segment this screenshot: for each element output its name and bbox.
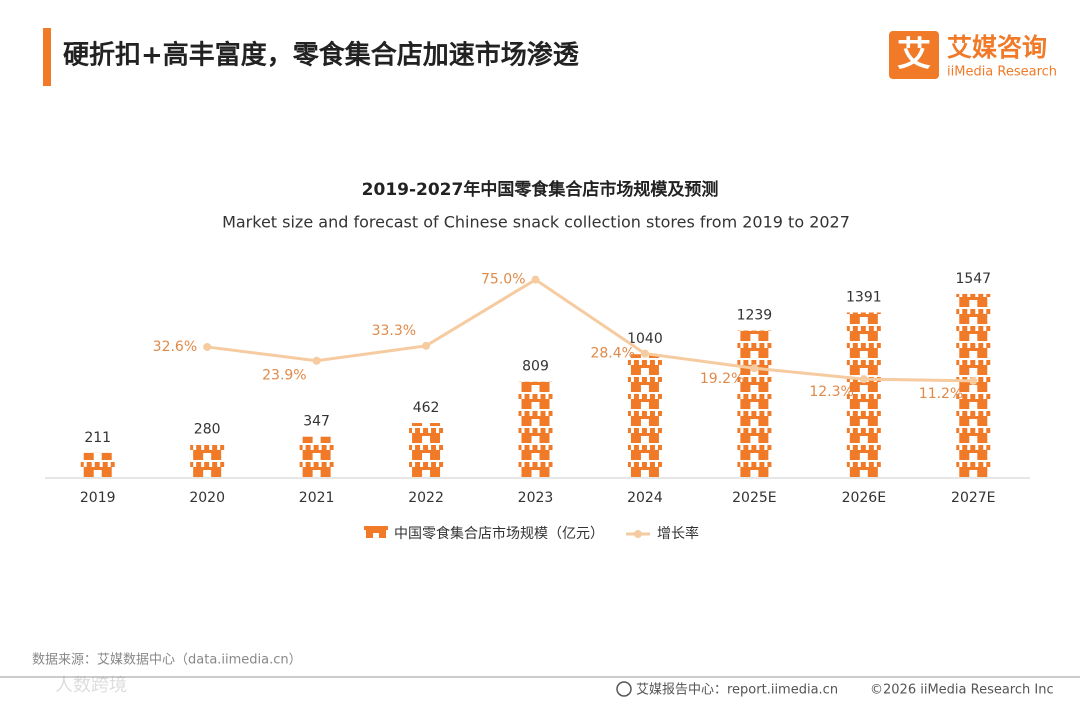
- source: 数据来源：艾媒数据中心（data.iimedia.cn）: [32, 653, 302, 668]
- point: [859, 375, 868, 384]
- value-label: 1391: [846, 289, 882, 305]
- footer-icon: [616, 681, 632, 697]
- value-label: 75.0%: [481, 272, 525, 288]
- legend-swatch: [364, 526, 388, 538]
- logo-box: [889, 31, 939, 79]
- logo-en: iiMedia Research: [947, 65, 1057, 80]
- value-label: 809: [522, 359, 549, 375]
- value-label: 23.9%: [262, 368, 306, 384]
- point: [969, 376, 978, 385]
- bar: [299, 436, 334, 478]
- x-tick-label: 2020: [189, 490, 225, 506]
- bar: [80, 452, 115, 478]
- value-label: 211: [84, 430, 111, 446]
- value-label: 1239: [737, 308, 773, 324]
- x-tick-label: 2026E: [842, 490, 886, 506]
- legend-label: 增长率: [657, 525, 699, 542]
- value-label: 11.2%: [919, 386, 963, 402]
- point: [531, 275, 540, 284]
- x-tick-label: 2023: [518, 490, 554, 506]
- x-tick-label: 2027E: [951, 490, 995, 506]
- value-label: 347: [303, 414, 330, 430]
- point: [312, 356, 321, 365]
- legend-swatch: [634, 530, 642, 538]
- watermark: 人数跨境: [55, 675, 127, 696]
- x-tick-label: 2019: [80, 490, 116, 506]
- title-accent: [43, 28, 51, 86]
- value-label: 462: [413, 400, 440, 416]
- x-tick-label: 2022: [408, 490, 444, 506]
- value-label: 32.6%: [153, 339, 197, 355]
- bar: [956, 293, 991, 478]
- value-label: 12.3%: [809, 384, 853, 400]
- chart-title: 2019-2027年中国零食集合店市场规模及预测: [362, 179, 719, 200]
- x-tick-label: 2025E: [732, 490, 776, 506]
- legend-label: 中国零食集合店市场规模（亿元）: [394, 525, 604, 542]
- point: [640, 349, 649, 358]
- value-label: 1040: [627, 331, 663, 347]
- value-label: 280: [194, 422, 221, 438]
- page-title: 硬折扣+高丰富度，零食集合店加速市场渗透: [63, 40, 580, 71]
- point: [422, 341, 431, 350]
- report-center: 艾媒报告中心：report.iimedia.cn: [636, 683, 838, 698]
- point: [203, 342, 212, 351]
- value-label: 33.3%: [372, 323, 416, 339]
- chart-subtitle: Market size and forecast of Chinese snac…: [222, 213, 850, 232]
- bar: [409, 423, 444, 478]
- logo-cn: 艾媒咨询: [947, 33, 1047, 62]
- logo-mark: 艾: [897, 35, 931, 75]
- value-label: 28.4%: [590, 346, 634, 362]
- bar: [518, 381, 553, 478]
- growth-line: [206, 277, 974, 383]
- value-label: 1547: [955, 271, 991, 287]
- bar: [627, 354, 662, 478]
- x-tick-label: 2024: [627, 490, 663, 506]
- copyright: ©2026 iiMedia Research Inc: [870, 683, 1054, 698]
- bar: [737, 330, 772, 478]
- value-label: 19.2%: [700, 371, 744, 387]
- bar: [846, 312, 881, 478]
- point: [750, 364, 759, 373]
- bar: [190, 444, 225, 478]
- x-tick-label: 2021: [299, 490, 335, 506]
